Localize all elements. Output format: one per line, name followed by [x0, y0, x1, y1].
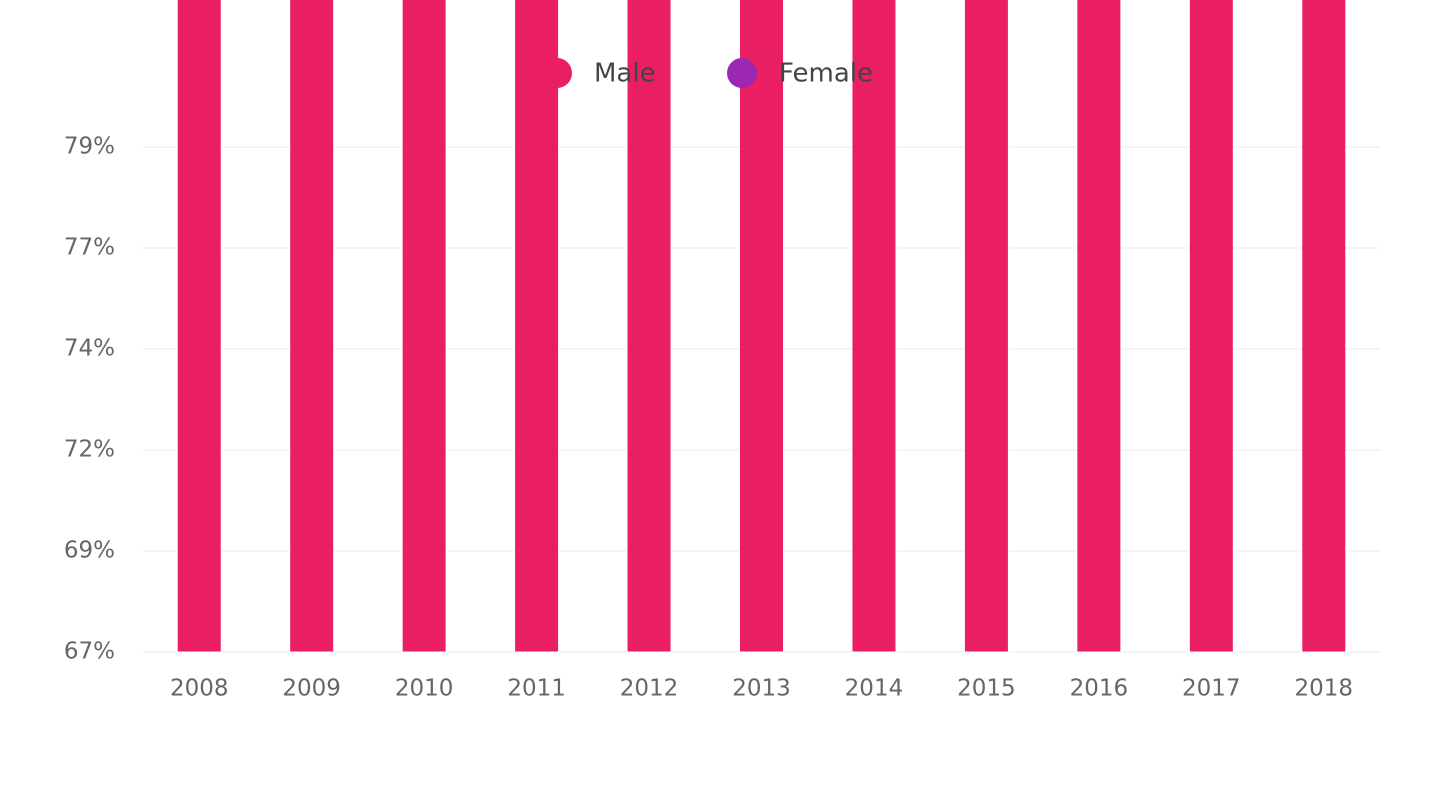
legend-label: Female: [779, 59, 873, 89]
bar-segment: [739, 0, 784, 653]
x-tick-label: 2017: [1182, 676, 1241, 702]
x-tick-label: 2011: [507, 676, 566, 702]
bar-segment: [514, 0, 560, 653]
bar-segment: [1188, 0, 1234, 653]
bar-segment: [176, 0, 222, 653]
x-tick-label: 2013: [732, 676, 791, 702]
y-tick-label: 74%: [64, 336, 115, 362]
y-tick-label: 72%: [64, 437, 115, 463]
x-tick-label: 2018: [1294, 676, 1353, 702]
bar-segment: [963, 0, 1009, 653]
x-tick-label: 2016: [1070, 676, 1129, 702]
bar-segment: [1076, 0, 1122, 653]
legend-marker: [727, 58, 757, 88]
y-tick-label: 67%: [64, 639, 115, 665]
y-tick-label: 77%: [64, 235, 115, 261]
bar-segment: [851, 0, 897, 653]
x-tick-label: 2014: [845, 676, 904, 702]
y-tick-label: 79%: [64, 134, 115, 160]
x-tick-label: 2009: [282, 676, 341, 702]
x-tick-label: 2008: [170, 676, 229, 702]
bar-segment: [289, 0, 335, 653]
x-tick-label: 2015: [957, 676, 1016, 702]
legend-label: Male: [594, 59, 656, 89]
y-tick-label: 69%: [64, 538, 115, 564]
legend-marker: [542, 58, 572, 88]
bar-segment: [626, 0, 672, 653]
legend: Male Female: [542, 58, 873, 89]
bar-segment: [401, 0, 447, 653]
x-tick-label: 2010: [395, 676, 454, 702]
x-tick-label: 2012: [620, 676, 679, 702]
bar-segment: [1301, 0, 1347, 653]
